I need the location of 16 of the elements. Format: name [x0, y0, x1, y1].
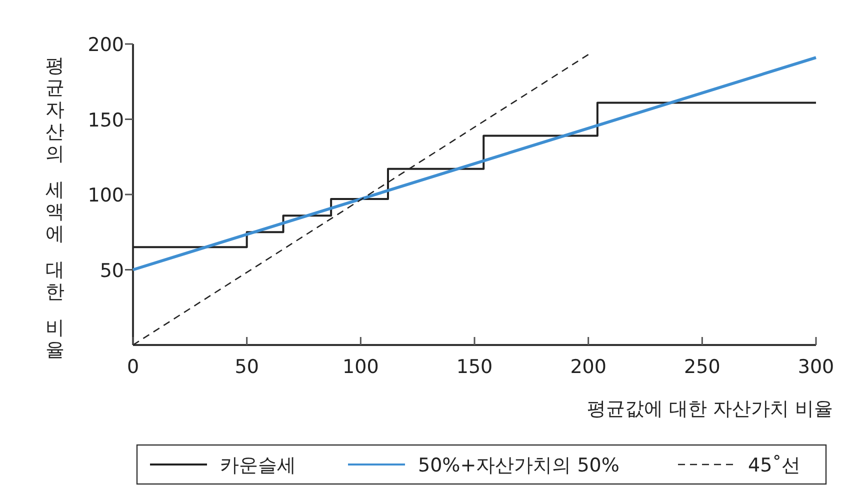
legend-label: 카운슬세	[220, 454, 296, 476]
y-tick-label: 50	[100, 260, 124, 282]
x-tick-label: 100	[342, 356, 379, 378]
x-tick-label: 150	[456, 356, 493, 378]
x-tick-label: 250	[684, 356, 720, 378]
x-tick-label: 0	[126, 356, 140, 378]
x-tick-label: 50	[234, 356, 259, 378]
legend-label: 45˚선	[748, 454, 801, 476]
text: 평균자산의 세액에 대한 비율	[46, 55, 64, 361]
x-tick-label: 200	[570, 356, 606, 378]
y-tick-label: 200	[88, 34, 124, 56]
legend-label: 50%+자산가치의 50%	[418, 454, 620, 476]
y-tick-label: 150	[88, 109, 124, 132]
x-axis-title: 평균값에 대한 자산가치 비율	[586, 398, 833, 420]
x-tick-label: 300	[798, 356, 834, 378]
y-tick-label: 100	[88, 184, 124, 206]
